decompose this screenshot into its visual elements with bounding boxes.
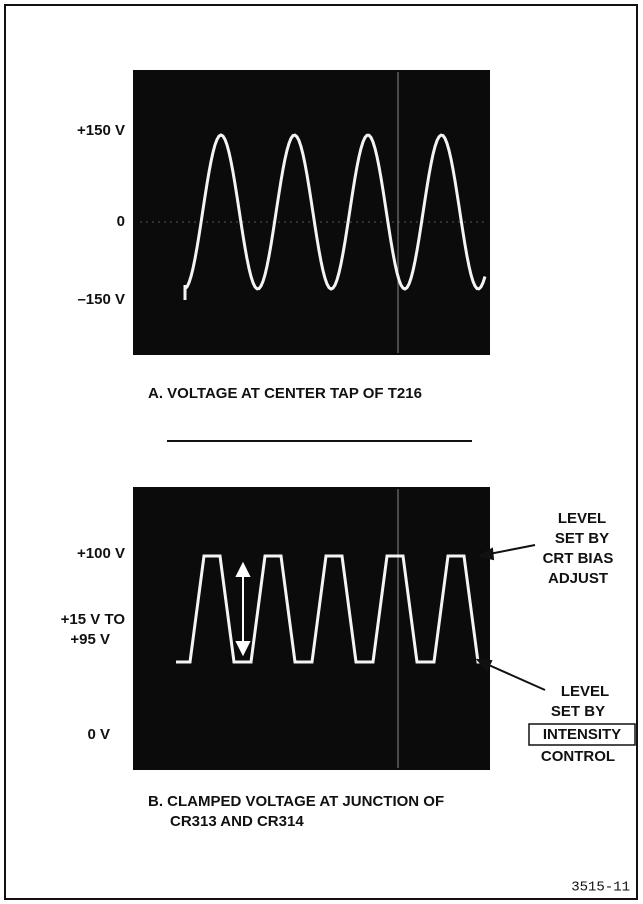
figure: +150 V 0 –150 V A. VOLTAGE AT CENTER TAP… xyxy=(0,0,643,904)
note: LEVEL xyxy=(558,510,606,527)
note: CONTROL xyxy=(541,748,615,765)
scope-screen-b xyxy=(133,487,490,770)
caption: CR313 AND CR314 xyxy=(170,813,304,830)
scale-label: 0 xyxy=(117,213,125,230)
scale-label: 0 V xyxy=(87,726,110,743)
caption: B. CLAMPED VOLTAGE AT JUNCTION OF xyxy=(148,793,444,810)
note: CRT BIAS xyxy=(543,550,614,567)
note: INTENSITY xyxy=(543,726,621,743)
scale-label: +100 V xyxy=(77,545,125,562)
scale-label: +150 V xyxy=(77,122,125,139)
caption: A. VOLTAGE AT CENTER TAP OF T216 xyxy=(148,385,422,402)
scale-label: +95 V xyxy=(70,631,110,648)
note: SET BY xyxy=(555,530,609,547)
scale-label: +15 V TO xyxy=(61,611,126,628)
note: ADJUST xyxy=(548,570,608,587)
note: SET BY xyxy=(551,703,605,720)
note: LEVEL xyxy=(561,683,609,700)
scale-label: –150 V xyxy=(77,291,125,308)
figure-number: 3515-11 xyxy=(571,880,630,896)
